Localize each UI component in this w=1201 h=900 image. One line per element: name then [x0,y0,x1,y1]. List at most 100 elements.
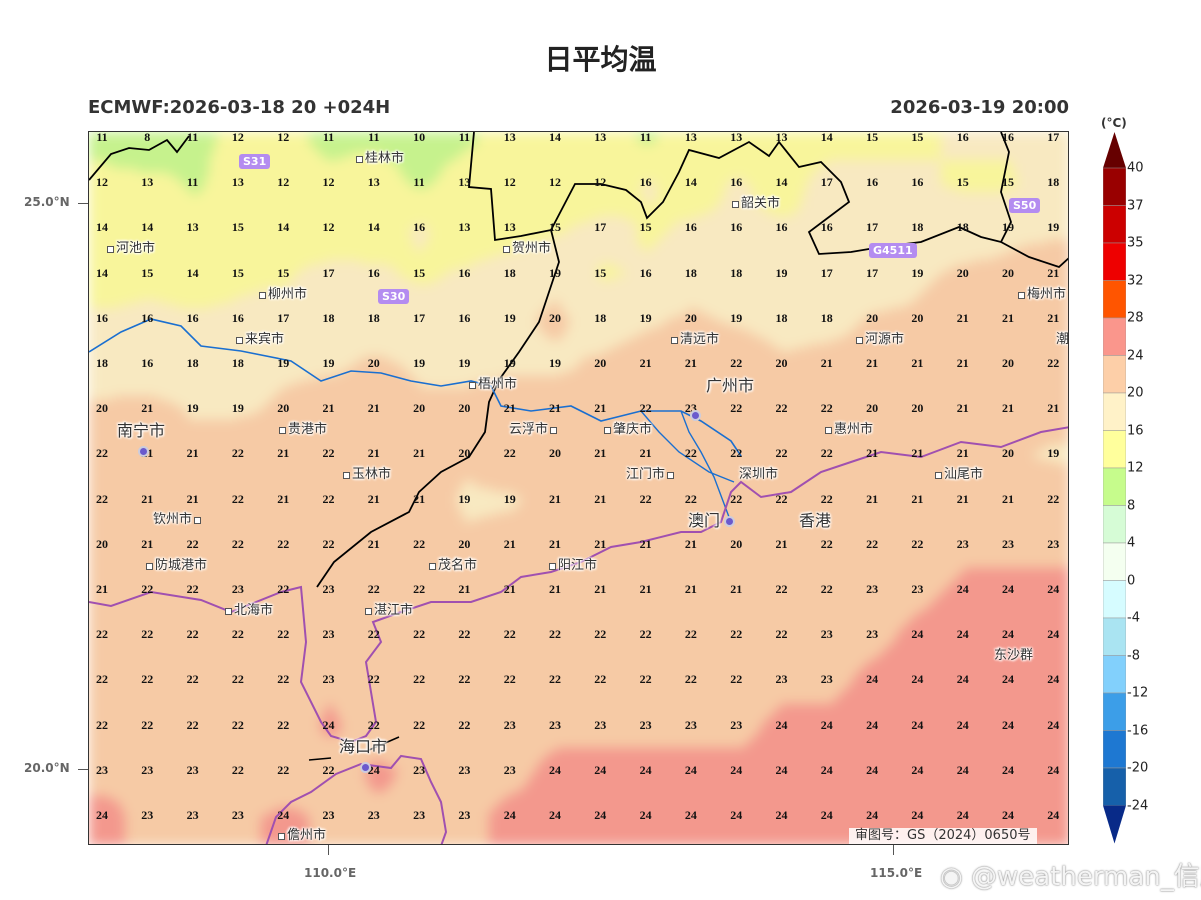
temperature-value: 16 [639,265,652,280]
temperature-value: 23 [775,672,788,687]
colorbar-band [1103,730,1126,769]
temperature-value: 24 [322,717,335,732]
temperature-value: 24 [639,762,652,777]
city-label: 东沙群 [994,648,1033,664]
temperature-value: 21 [367,536,380,551]
temperature-value: 18 [96,356,108,370]
temperature-value: 24 [639,808,652,822]
temperature-value: 16 [141,310,154,325]
temperature-value: 21 [1002,491,1014,506]
province-border [1000,241,1068,269]
temperature-value: 24 [956,672,969,687]
temperature-value: 16 [730,220,743,235]
temperature-value: 23 [322,808,335,822]
temperature-value: 24 [956,627,969,642]
temperature-value: 23 [594,717,607,732]
temperature-value: 21 [503,582,516,596]
temperature-value: 18 [1047,175,1060,190]
temperature-value: 22 [367,627,380,642]
temperature-value: 22 [141,672,154,687]
temperature-value: 24 [956,717,969,732]
temperature-value: 22 [231,446,244,461]
temperature-value: 18 [775,310,788,325]
city-label: 韶关市 [732,196,780,212]
city-label: 儋州市 [278,828,326,844]
temperature-value: 21 [911,491,924,506]
temperature-value: 21 [684,582,697,596]
temperature-value: 19 [458,356,471,370]
road-badge: G4511 [869,243,917,258]
temperature-value: 24 [549,808,561,822]
temperature-value: 19 [1002,220,1014,235]
city-name: 阳江市 [558,558,598,573]
temperature-value: 24 [911,808,924,822]
colorbar-band [1103,317,1126,356]
temperature-value: 22 [186,672,199,687]
temperature-value: 22 [730,672,743,687]
colorbar-band [1103,430,1126,469]
temperature-value: 19 [458,491,471,506]
temperature-value: 18 [820,310,833,325]
temperature-value: 22 [231,536,244,551]
temperature-value: 14 [549,131,561,144]
temperature-value: 20 [458,401,471,416]
temperature-value: 15 [141,265,154,280]
temperature-value: 13 [730,131,743,144]
temperature-value: 20 [458,446,471,461]
city-name: 深圳市 [739,467,779,482]
temperature-value: 22 [322,446,335,461]
temperature-value: 22 [775,446,788,461]
temperature-value: 20 [96,536,108,551]
temperature-value: 18 [684,265,697,280]
temperature-value: 24 [684,762,697,777]
temperature-value: 13 [186,220,199,235]
temperature-value: 15 [594,265,607,280]
temperature-value: 24 [820,717,833,732]
temperature-value: 22 [458,672,471,687]
city-marker-icon [503,245,510,253]
temperature-value: 19 [231,401,244,416]
colorbar-under-triangle [1103,805,1126,844]
temperature-value: 21 [186,446,199,461]
colorbar-band [1103,617,1126,656]
temperature-value: 14 [820,131,833,144]
colorbar-tick-label: -20 [1127,760,1149,776]
temperature-value: 14 [96,220,108,235]
temperature-value: 20 [277,401,290,416]
temperature-value: 13 [594,131,607,144]
city-marker-icon [469,381,476,389]
temperature-value: 24 [911,717,924,732]
temperature-value: 23 [322,582,335,596]
temperature-value: 14 [96,265,108,280]
temperature-value: 22 [322,491,335,506]
city-name: 贺州市 [512,241,552,256]
capital-marker-icon [724,516,735,527]
city-label: 云浮市 [509,422,558,438]
temperature-value: 24 [866,672,879,687]
city-label: 北海市 [225,603,273,619]
temperature-value: 22 [322,762,335,777]
temperature-value: 20 [1002,446,1014,461]
temperature-value: 21 [549,401,561,416]
temperature-value: 21 [594,536,607,551]
province-border [550,132,1012,255]
colorbar-tick-label: 20 [1127,385,1144,401]
city-name: 广州市 [706,376,755,395]
temperature-value: 22 [730,401,743,416]
temperature-value: 20 [956,265,969,280]
temperature-value: 16 [458,310,471,325]
temperature-value: 21 [1047,265,1060,280]
temperature-value: 18 [503,265,516,280]
city-label: 来宾市 [236,332,284,348]
city-name: 澳门 [688,511,721,530]
temperature-value: 15 [413,265,426,280]
temperature-value: 15 [1002,175,1014,190]
watermark-text: @weatherman_信欣 [970,862,1201,892]
colorbar-band [1103,655,1126,694]
temperature-value: 11 [96,131,108,144]
city-label: 南宁市 [117,421,165,440]
temperature-value: 21 [277,446,290,461]
city-label: 河池市 [107,241,155,257]
temperature-value: 22 [503,446,516,461]
city-label: 桂林市 [356,151,404,167]
